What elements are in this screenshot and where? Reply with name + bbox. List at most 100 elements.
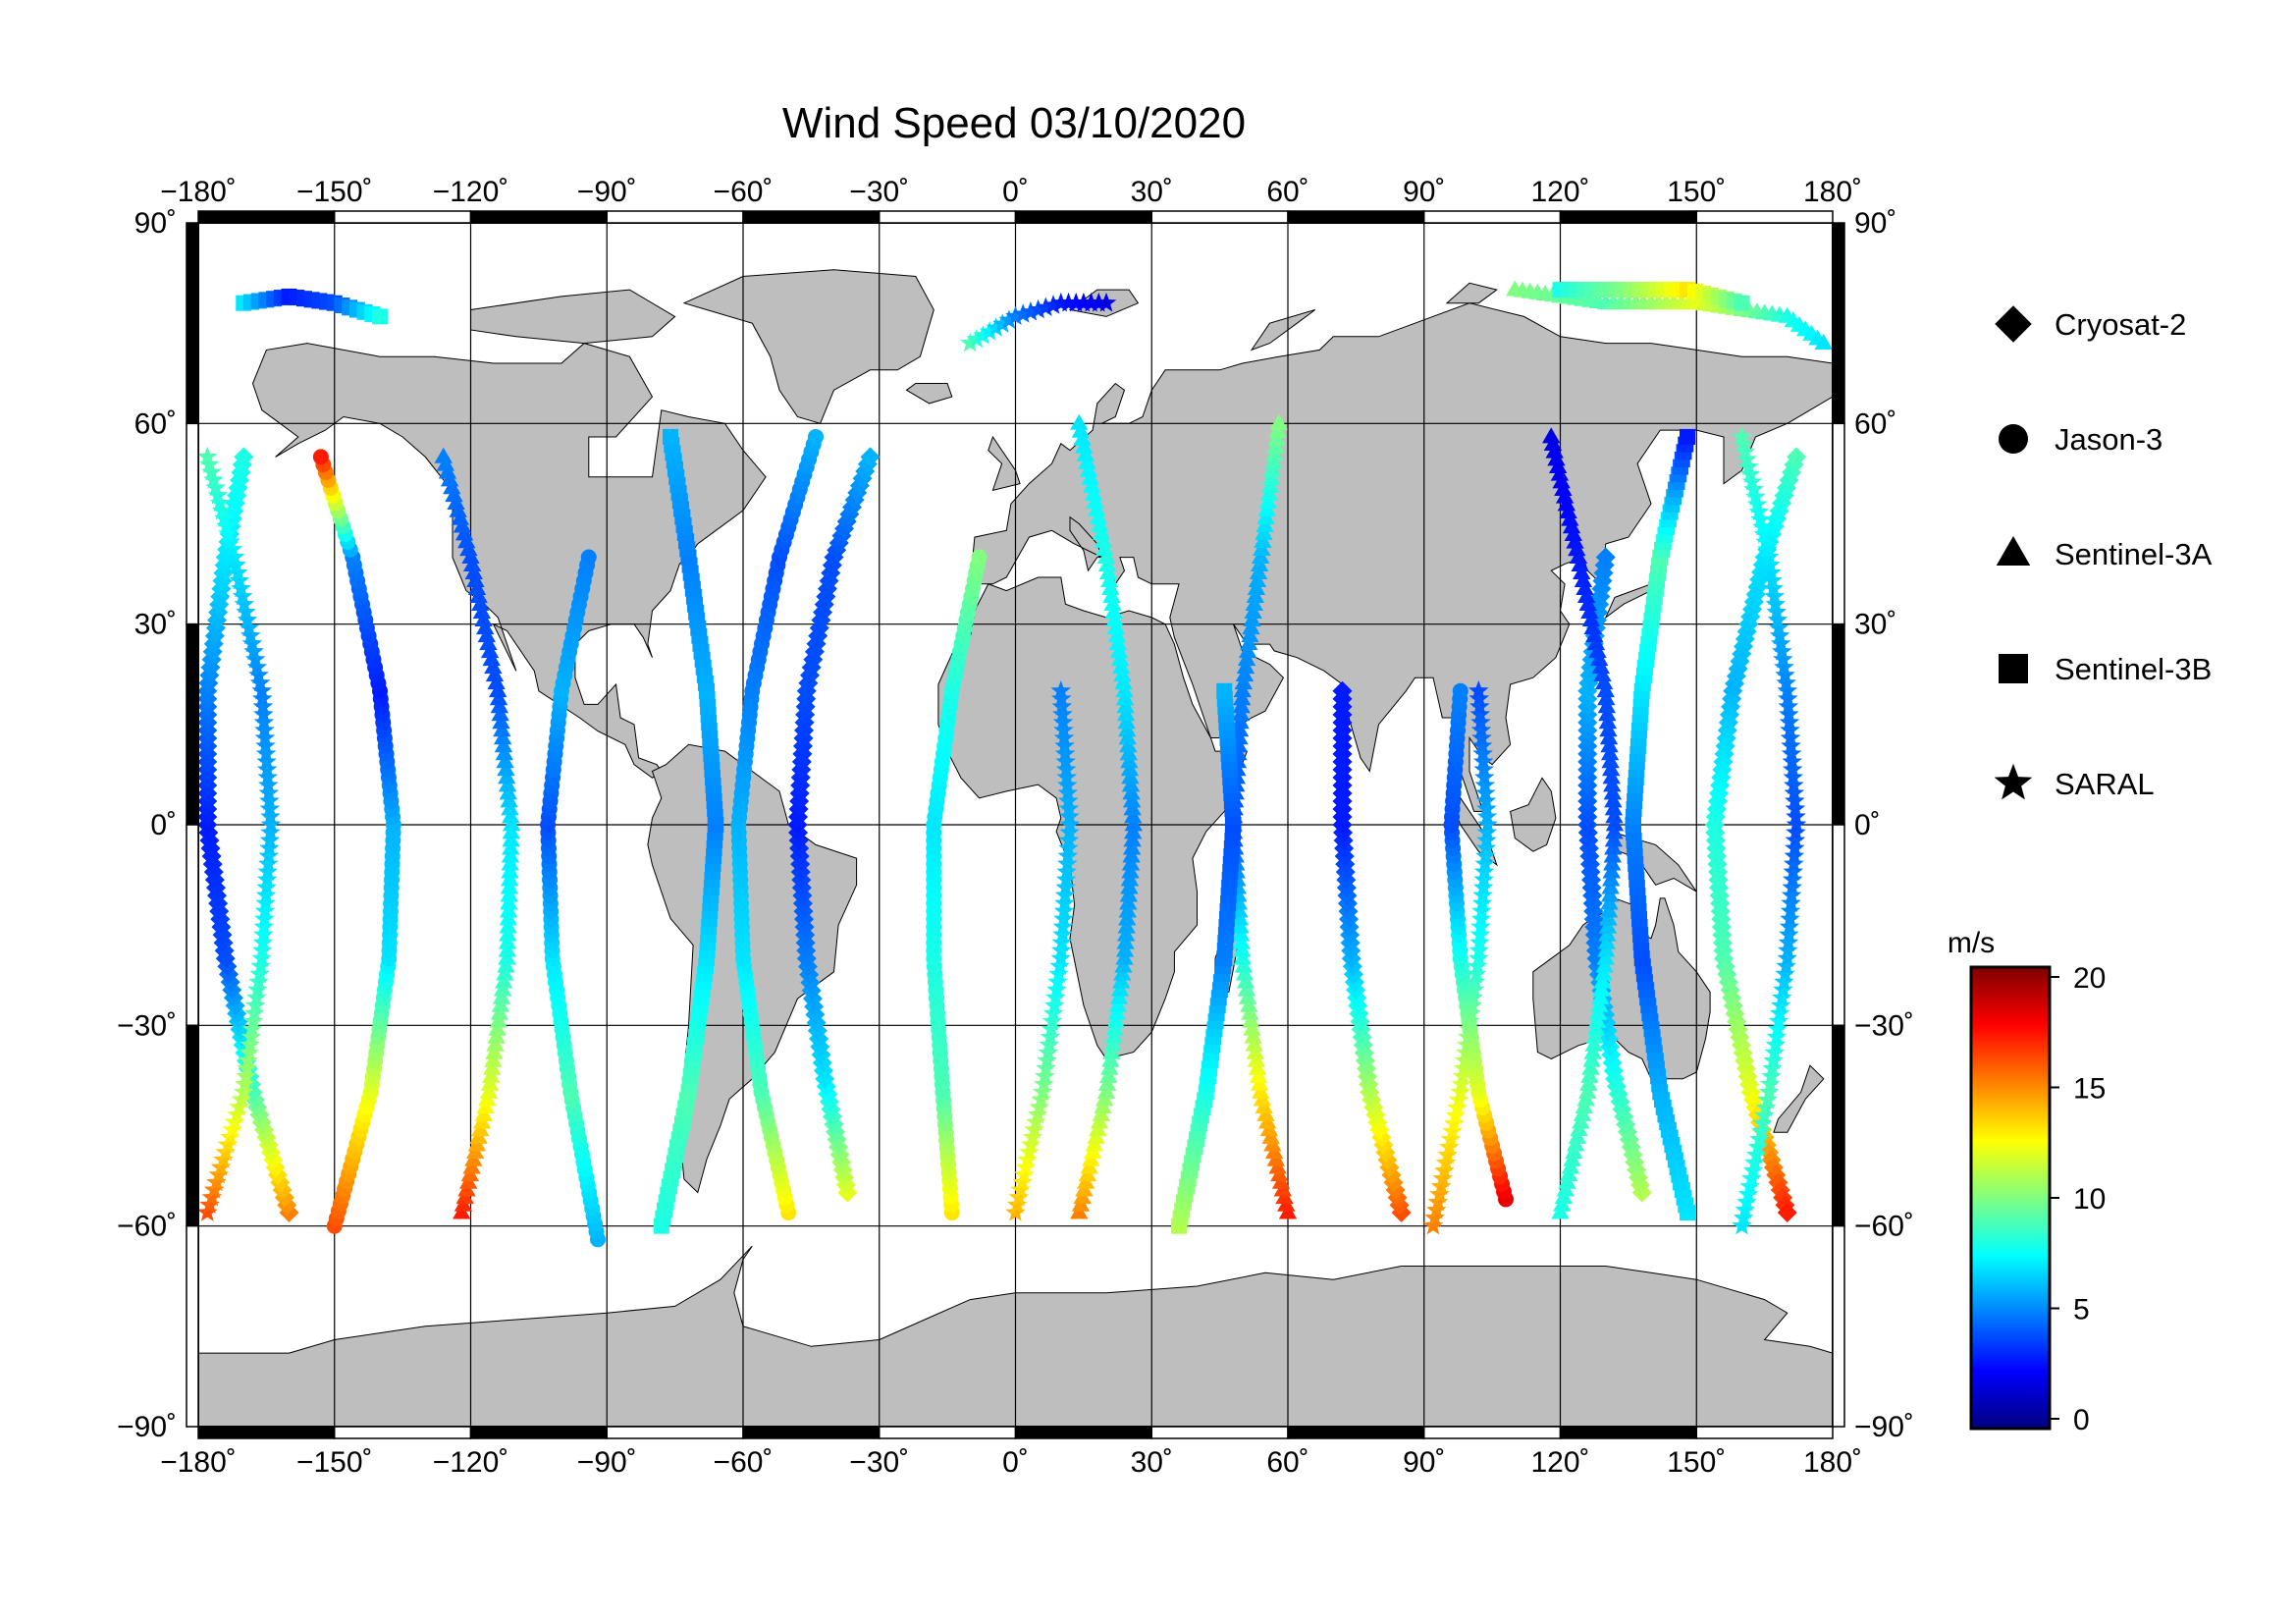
wind-speed-point [472,603,492,620]
wind-speed-point [1741,471,1763,491]
wind-speed-point [491,996,510,1012]
wind-speed-point [1110,650,1130,667]
wind-speed-point [1601,878,1620,894]
wind-speed-point [1074,437,1094,454]
series-saral [198,292,1807,1235]
top-longitude-ticks: −180˚ −150˚ −120˚ −90˚ −60˚ −30˚ 0˚ 30˚ 60˚ 90˚ 12… [160,176,1862,208]
wind-speed-point [1739,463,1761,483]
wind-speed-point [1108,996,1128,1012]
wind-speed-point [217,1134,239,1154]
wind-speed-point [464,563,483,579]
wind-speed-point [480,642,500,659]
wind-speed-point [1252,547,1270,564]
legend-item: Sentinel-3B [1999,652,2212,686]
wind-speed-point [1604,831,1624,847]
frame-segment [742,1426,881,1439]
wind-speed-point [496,964,514,981]
wind-speed-point [1770,995,1791,1014]
wind-speed-point [1097,555,1117,571]
wind-speed-point [1119,886,1139,902]
frame-segment [197,210,336,224]
wind-speed-point [502,815,521,832]
wind-speed-point [1005,305,1026,326]
wind-speed-point [208,1163,230,1184]
wind-speed-point [1468,688,1490,708]
wind-speed-point [1036,1057,1056,1078]
wind-speed-point [1248,570,1267,587]
wind-speed-point [1580,1066,1599,1083]
wind-speed-point [1118,901,1137,918]
wind-speed-point [259,838,280,857]
wind-speed-point [258,845,280,865]
wind-speed-point [234,593,255,614]
wind-speed-point [237,609,258,629]
frame-segment [186,1024,199,1227]
circle-icon [1999,424,2028,454]
wind-speed-point [1102,1043,1121,1059]
wind-speed-point [1267,429,1286,446]
wind-speed-point [1052,704,1073,724]
lat-tick-label-left: −60˚ [117,1211,177,1243]
wind-speed-point [1472,885,1493,904]
satellite-legend: Cryosat-2 Jason-3 Sentinel-3A Sentinel-3B SA… [1994,305,2213,801]
wind-speed-point [257,861,278,881]
wind-speed-point [1601,752,1620,769]
wind-speed-point [1599,909,1618,926]
frame-segment [186,1224,199,1428]
wind-speed-point [497,956,515,973]
wind-speed-point [222,1119,242,1139]
wind-speed-point [1778,688,1798,708]
lon-tick-label-bottom: 30˚ [1131,1446,1173,1479]
wind-speed-point [485,666,505,682]
wind-speed-point [1089,508,1108,524]
wind-speed-point [1767,1018,1789,1039]
wind-speed-point [256,877,277,896]
wind-speed-point [481,1066,501,1083]
wind-speed-point [488,1019,507,1036]
wind-speed-point [1084,484,1103,501]
wind-speed-point [490,1003,509,1020]
wind-speed-point [1051,932,1073,951]
wind-speed-point [663,428,678,445]
lon-tick-label-bottom: 60˚ [1266,1446,1308,1479]
wind-speed-point [1095,539,1114,556]
wind-speed-point [260,822,281,841]
wind-speed-point [1013,1163,1035,1184]
wind-speed-point [246,656,268,676]
wind-speed-point [1575,579,1594,596]
wind-speed-point [1429,1183,1450,1204]
wind-speed-point [1246,1043,1265,1059]
wind-speed-point [1081,468,1099,485]
wind-speed-point [1261,468,1281,485]
wind-speed-point [1246,587,1265,604]
frame-segment [742,210,881,224]
wind-speed-point [235,1073,255,1094]
wind-speed-point [224,1111,245,1131]
wind-speed-point [1091,515,1109,532]
wind-speed-point [198,446,218,466]
wind-speed-point [1600,886,1620,902]
wind-speed-point [1774,656,1794,676]
wind-speed-point [241,632,263,653]
wind-speed-point [1024,1119,1044,1139]
wind-speed-point [227,1104,247,1124]
wind-speed-point [1471,900,1492,920]
triangle-icon [1996,536,2031,566]
wind-speed-point [213,1149,234,1169]
wind-speed-point [1454,1050,1475,1070]
wind-speed-point [1101,579,1120,596]
wind-speed-point [1784,853,1804,873]
diamond-icon [1995,305,2032,343]
wind-speed-point [1096,547,1116,564]
wind-speed-point [1121,776,1141,792]
wind-speed-point [469,587,488,604]
wind-speed-point [1243,1019,1261,1036]
wind-speed-point [1474,853,1496,873]
satellite-ground-tracks [198,280,1833,1248]
wind-speed-point [1096,1082,1116,1099]
wind-speed-point [1254,531,1272,548]
lon-tick-label-bottom: 150˚ [1667,1446,1726,1479]
wind-speed-point [1736,1191,1757,1212]
wind-speed-point [1581,611,1601,627]
wind-speed-point [1578,1082,1597,1099]
